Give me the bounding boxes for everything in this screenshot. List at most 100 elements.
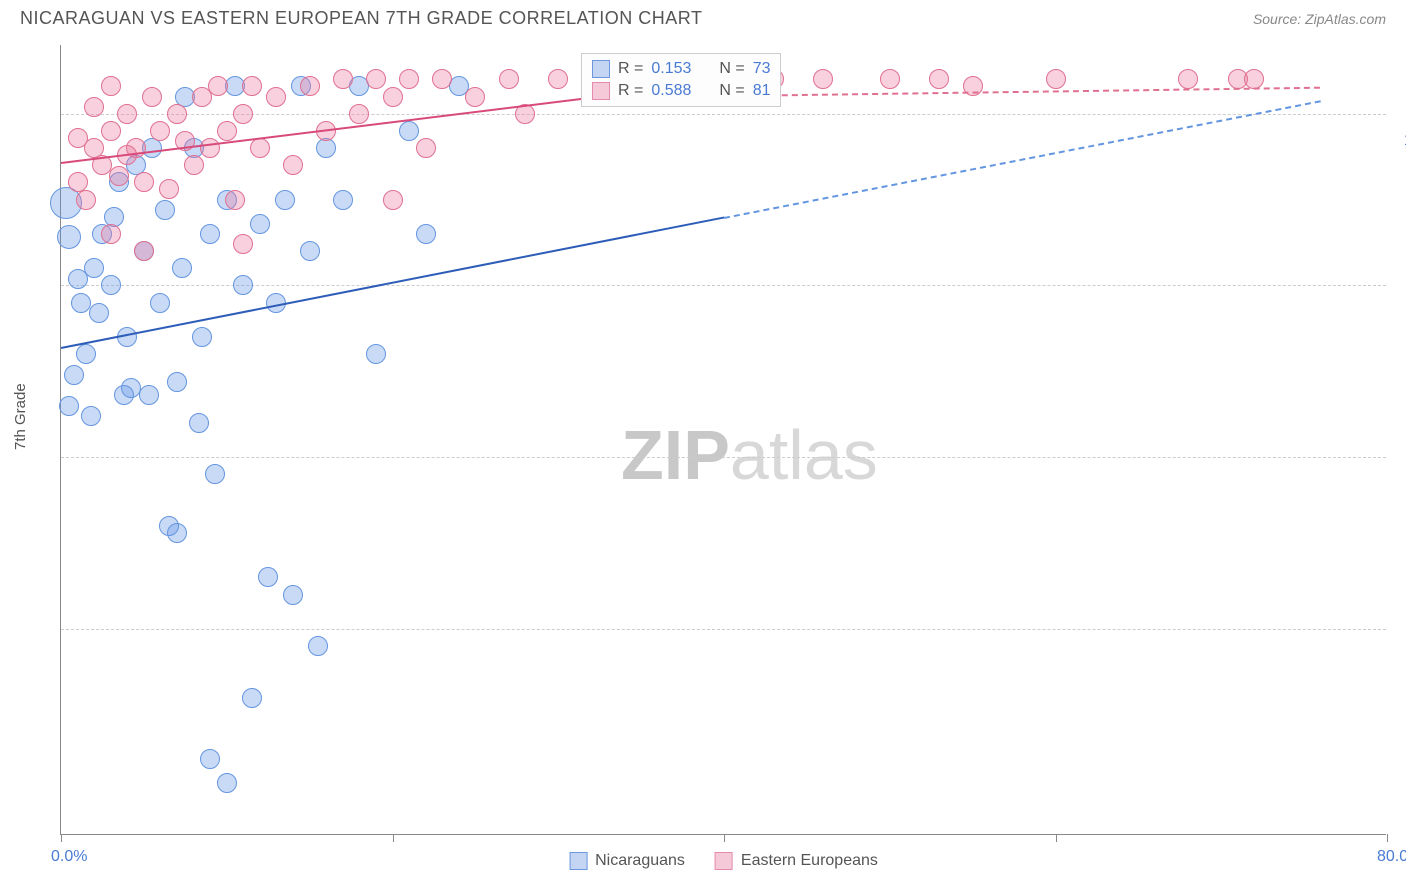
scatter-point [172, 258, 192, 278]
scatter-point [283, 155, 303, 175]
scatter-point [71, 293, 91, 313]
scatter-point [250, 138, 270, 158]
x-tick [1056, 834, 1057, 842]
x-tick-label: 0.0% [51, 848, 87, 866]
scatter-point [383, 190, 403, 210]
scatter-point [159, 179, 179, 199]
scatter-point [366, 344, 386, 364]
trend-line [724, 100, 1321, 219]
scatter-point [134, 241, 154, 261]
scatter-point [150, 293, 170, 313]
stat-swatch [592, 82, 610, 100]
scatter-point [813, 69, 833, 89]
scatter-point [117, 104, 137, 124]
chart-source: Source: ZipAtlas.com [1253, 11, 1386, 27]
x-tick-label: 80.0% [1377, 848, 1406, 866]
scatter-point [548, 69, 568, 89]
scatter-point [242, 76, 262, 96]
legend-label: Eastern Europeans [741, 852, 878, 870]
scatter-point [208, 76, 228, 96]
scatter-point [76, 344, 96, 364]
x-tick [724, 834, 725, 842]
chart-title: NICARAGUAN VS EASTERN EUROPEAN 7TH GRADE… [20, 8, 702, 29]
scatter-point [266, 87, 286, 107]
stat-r-value: 0.153 [651, 60, 711, 78]
scatter-point [316, 138, 336, 158]
scatter-point [89, 303, 109, 323]
scatter-point [134, 172, 154, 192]
scatter-point [200, 224, 220, 244]
scatter-point [225, 190, 245, 210]
stat-r-value: 0.588 [651, 82, 711, 100]
scatter-point [399, 69, 419, 89]
correlation-stats-box: R =0.153N =73 R = 0.588 N = 81 [581, 53, 781, 107]
scatter-point [217, 121, 237, 141]
scatter-point [150, 121, 170, 141]
gridline [61, 285, 1386, 286]
scatter-point [333, 69, 353, 89]
watermark-rest: atlas [730, 416, 878, 494]
scatter-point [189, 413, 209, 433]
scatter-point [308, 636, 328, 656]
scatter-point [416, 138, 436, 158]
watermark: ZIPatlas [621, 415, 878, 495]
scatter-point [233, 104, 253, 124]
scatter-point [142, 87, 162, 107]
scatter-point [275, 190, 295, 210]
scatter-point [167, 372, 187, 392]
legend-swatch [569, 852, 587, 870]
scatter-point [349, 104, 369, 124]
scatter-point [57, 225, 81, 249]
scatter-point [200, 749, 220, 769]
y-axis-label: 7th Grade [12, 383, 29, 450]
scatter-point [233, 234, 253, 254]
scatter-point [76, 190, 96, 210]
scatter-point [101, 275, 121, 295]
legend-item: Nicaraguans [569, 852, 685, 870]
scatter-point [68, 128, 88, 148]
stat-row: R =0.153N =73 [592, 58, 770, 80]
legend-swatch [715, 852, 733, 870]
chart-header: NICARAGUAN VS EASTERN EUROPEAN 7TH GRADE… [0, 0, 1406, 33]
stat-n-value: 81 [753, 82, 771, 100]
scatter-point [880, 69, 900, 89]
scatter-point [250, 214, 270, 234]
scatter-point [242, 688, 262, 708]
scatter-point [109, 166, 129, 186]
scatter-point [300, 76, 320, 96]
chart-legend: Nicaraguans Eastern Europeans [569, 852, 878, 870]
stat-n-label: N = [719, 82, 744, 100]
legend-item: Eastern Europeans [715, 852, 878, 870]
scatter-point [300, 241, 320, 261]
gridline [61, 457, 1386, 458]
scatter-point [101, 76, 121, 96]
scatter-point [465, 87, 485, 107]
scatter-point [432, 69, 452, 89]
scatter-point [499, 69, 519, 89]
scatter-point [205, 464, 225, 484]
scatter-point [167, 523, 187, 543]
trend-line [61, 217, 724, 349]
stat-r-label: R = [618, 82, 643, 100]
scatter-point [929, 69, 949, 89]
scatter-point [1244, 69, 1264, 89]
scatter-point [59, 396, 79, 416]
legend-label: Nicaraguans [595, 852, 685, 870]
scatter-point [233, 275, 253, 295]
scatter-point [200, 138, 220, 158]
scatter-point [366, 69, 386, 89]
scatter-point [333, 190, 353, 210]
stat-swatch [592, 60, 610, 78]
scatter-point [81, 406, 101, 426]
stat-row: R = 0.588 N = 81 [592, 80, 770, 102]
scatter-point [84, 258, 104, 278]
watermark-bold: ZIP [621, 416, 730, 494]
gridline [61, 114, 1386, 115]
scatter-point [155, 200, 175, 220]
scatter-point [167, 104, 187, 124]
scatter-point [1046, 69, 1066, 89]
scatter-point [283, 585, 303, 605]
scatter-point [101, 121, 121, 141]
scatter-point [192, 327, 212, 347]
scatter-point [383, 87, 403, 107]
